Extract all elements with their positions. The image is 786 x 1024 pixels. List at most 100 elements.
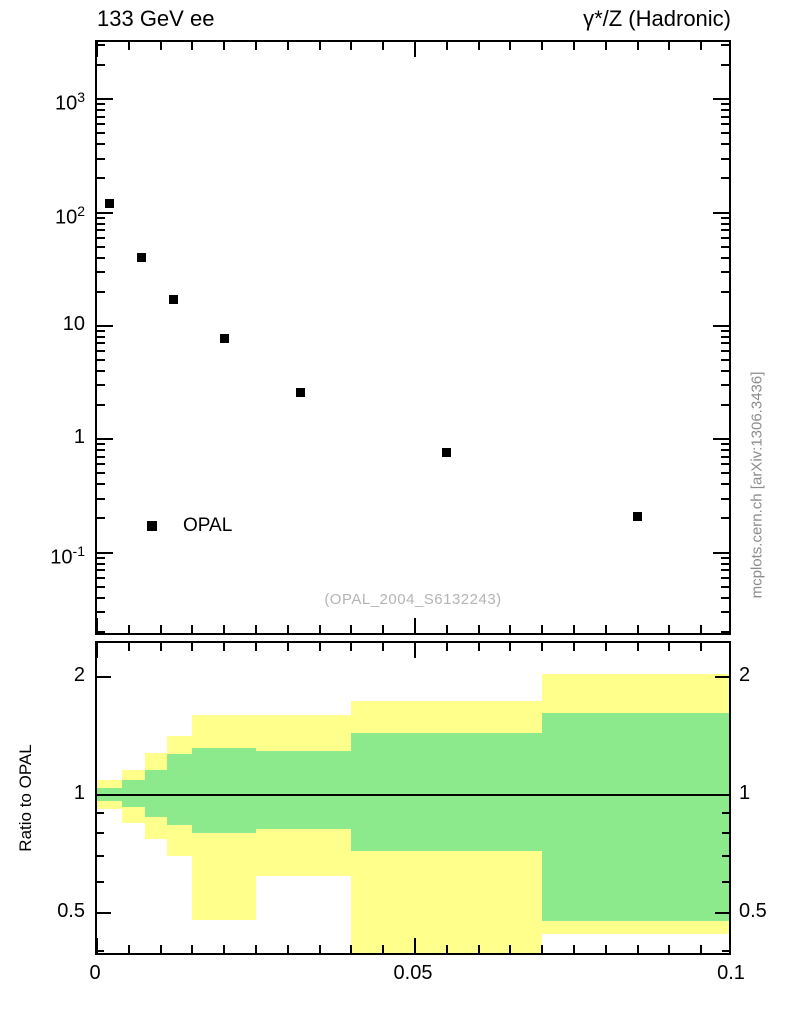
axis-tick <box>97 330 105 333</box>
axis-tick <box>668 625 671 633</box>
axis-tick <box>97 404 105 407</box>
ratio-ytick-label-right: 1 <box>739 782 751 805</box>
axis-tick <box>509 643 512 651</box>
axis-tick <box>721 256 729 259</box>
inner-uncertainty-band <box>166 754 193 825</box>
axis-tick <box>713 98 729 101</box>
data-point <box>296 387 306 397</box>
axis-tick <box>721 157 729 160</box>
axis-tick <box>223 625 226 633</box>
ratio-ytick-label: 1 <box>73 782 85 805</box>
axis-tick <box>715 794 729 797</box>
axis-tick <box>636 945 639 953</box>
axis-tick <box>721 585 729 588</box>
axis-tick <box>721 44 729 47</box>
axis-tick <box>721 132 729 135</box>
axis-tick <box>721 103 729 106</box>
inner-uncertainty-band <box>351 733 543 851</box>
axis-tick <box>350 42 353 50</box>
axis-tick <box>97 562 105 565</box>
axis-tick <box>350 945 353 953</box>
axis-tick <box>722 811 729 814</box>
axis-tick <box>713 324 729 327</box>
axis-tick <box>477 945 480 953</box>
legend: OPAL <box>147 512 232 540</box>
axis-tick <box>97 811 104 814</box>
axis-tick <box>97 585 105 588</box>
axis-tick <box>97 115 105 118</box>
axis-tick <box>97 463 105 466</box>
axis-tick <box>721 384 729 387</box>
axis-tick <box>721 229 729 232</box>
axis-tick <box>721 630 729 633</box>
axis-tick <box>668 42 671 50</box>
axis-tick <box>700 625 703 633</box>
axis-tick <box>97 911 111 914</box>
main-ytick-label: 10-1 <box>50 542 85 569</box>
axis-tick <box>127 625 130 633</box>
axis-tick <box>445 625 448 633</box>
axis-tick <box>604 643 607 651</box>
axis-tick <box>713 211 729 214</box>
axis-tick <box>721 123 729 126</box>
axis-tick <box>97 42 98 57</box>
axis-tick <box>97 211 113 214</box>
axis-tick <box>286 42 289 50</box>
axis-tick <box>97 497 105 500</box>
axis-tick <box>721 143 729 146</box>
axis-tick <box>223 42 226 50</box>
axis-tick <box>382 42 385 50</box>
axis-tick <box>97 384 105 387</box>
axis-tick <box>97 216 105 219</box>
axis-tick <box>573 625 575 633</box>
ratio-ytick-label-right: 0.5 <box>739 899 767 922</box>
axis-tick <box>286 945 289 953</box>
axis-tick <box>97 359 105 362</box>
main-ytick-label: 10 <box>62 312 85 335</box>
axis-tick <box>97 880 104 883</box>
axis-tick <box>97 123 105 126</box>
axis-tick <box>97 443 105 446</box>
axis-tick <box>97 222 105 225</box>
axis-tick <box>477 643 480 651</box>
axis-tick <box>159 42 162 50</box>
axis-tick <box>721 245 729 248</box>
axis-tick <box>255 643 257 651</box>
process-title: γ*/Z (Hadronic) <box>583 6 731 31</box>
axis-tick <box>668 945 671 953</box>
axis-tick <box>573 643 575 651</box>
axis-tick <box>318 945 321 953</box>
axis-tick <box>721 64 729 67</box>
axis-tick <box>721 404 729 407</box>
axis-tick <box>721 449 729 452</box>
axis-tick <box>223 643 226 651</box>
axis-tick <box>477 625 480 633</box>
axis-tick <box>97 643 98 658</box>
axis-tick <box>721 569 729 572</box>
ratio-ytick-label: 0.5 <box>57 899 85 922</box>
axis-tick <box>414 42 416 57</box>
axis-tick <box>636 42 639 50</box>
inner-uncertainty-band <box>542 713 729 922</box>
axis-tick <box>97 98 113 101</box>
data-point <box>168 295 178 305</box>
axis-tick <box>97 949 104 952</box>
axis-tick <box>477 42 480 50</box>
axis-tick <box>700 945 703 953</box>
xtick-label: 0.05 <box>393 962 433 984</box>
axis-tick <box>159 643 162 651</box>
axis-tick <box>97 324 113 327</box>
axis-tick <box>721 463 729 466</box>
axis-tick <box>318 643 321 651</box>
axis-tick <box>97 270 105 273</box>
axis-tick <box>721 483 729 486</box>
axis-tick <box>97 44 105 47</box>
axis-tick <box>97 854 104 857</box>
axis-tick <box>191 42 194 50</box>
axis-tick <box>97 618 98 633</box>
main-ytick-label: 1 <box>73 426 85 449</box>
axis-tick <box>97 449 105 452</box>
axis-tick <box>722 949 729 952</box>
axis-tick <box>255 42 257 50</box>
axis-tick <box>97 630 105 633</box>
